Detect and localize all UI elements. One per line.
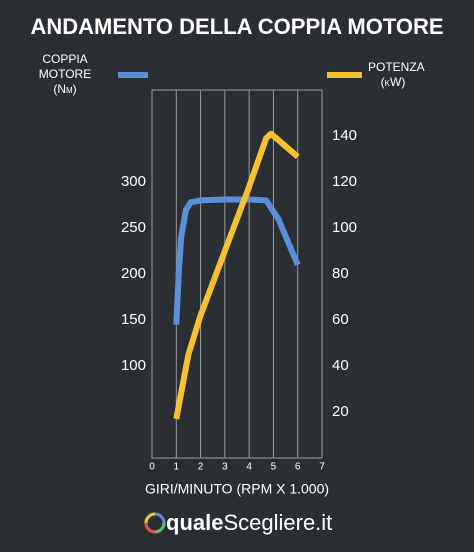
y2-tick-label: 120: [332, 173, 357, 190]
x-tick-label: 7: [319, 462, 325, 473]
series-line: [173, 196, 301, 325]
x-tick-label: 1: [174, 462, 180, 473]
series-line: [173, 130, 300, 420]
x-axis-label: GIRI/MINUTO (RPM X 1.000): [145, 481, 329, 497]
y2-tick-label: 40: [332, 357, 349, 374]
chart-title: ANDAMENTO DELLA COPPIA MOTORE: [30, 14, 443, 39]
x-tick-label: 0: [149, 462, 155, 473]
y2-tick-label: 60: [332, 311, 349, 328]
y2-tick-label: 80: [332, 265, 349, 282]
x-tick-label: 2: [198, 462, 204, 473]
x-tick-label: 6: [295, 462, 301, 473]
y-tick-label: 150: [121, 311, 146, 328]
brand-bold: quale: [166, 510, 223, 535]
x-tick-label: 3: [222, 462, 228, 473]
y2-tick-label: 100: [332, 219, 357, 236]
y-tick-label: 200: [121, 265, 146, 282]
x-tick-label: 5: [271, 462, 277, 473]
brand: qualeScegliere.it: [166, 510, 332, 535]
brand-icon: [144, 512, 166, 534]
y-tick-label: 250: [121, 219, 146, 236]
y-tick-label: 300: [121, 173, 146, 190]
legend-label: COPPIA MOTORE (Nm): [38, 52, 92, 96]
y2-tick-label: 20: [332, 403, 349, 420]
brand-rest: Scegliere.it: [223, 510, 332, 535]
y-tick-label: 100: [121, 357, 146, 374]
x-tick-label: 4: [246, 462, 252, 473]
y2-tick-label: 140: [332, 127, 357, 144]
legend-label: POTENZA (kW): [368, 60, 425, 89]
